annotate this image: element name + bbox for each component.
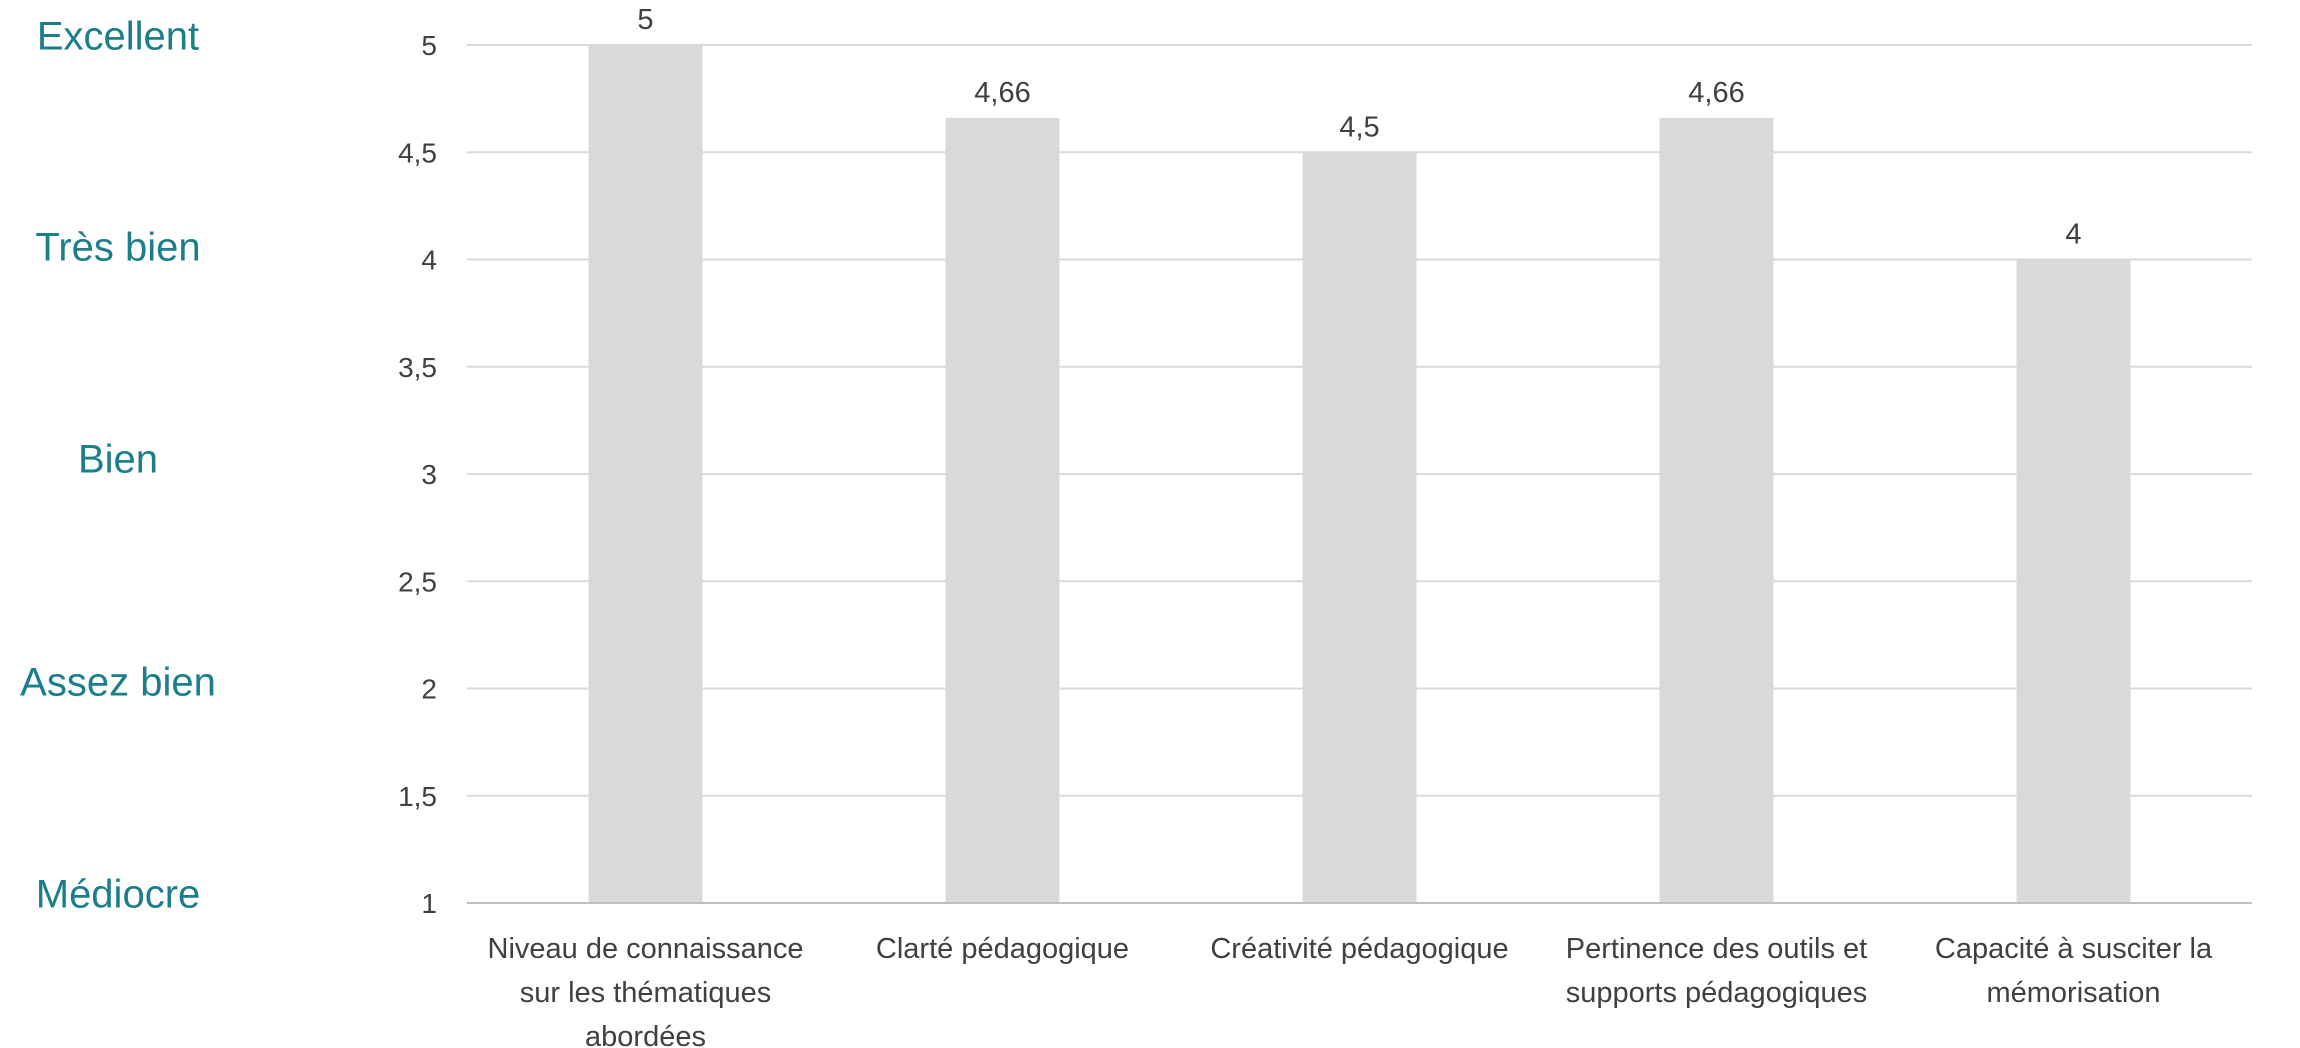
rating-label-mediocre: Médiocre [35, 872, 201, 917]
x-tick-label: Pertinence des outils et supports pédagog… [1566, 933, 1868, 1009]
y-tick-label: 4 [421, 245, 437, 276]
y-tick-label: 2 [421, 674, 437, 705]
x-tick-label: Créativité pédagogique [1210, 933, 1508, 965]
x-tick-label: Clarté pédagogique [876, 933, 1129, 965]
x-tick-label: Niveau de connaissance sur les thématique… [488, 933, 804, 1048]
y-tick-label: 2,5 [398, 566, 437, 597]
y-tick-label: 1 [421, 888, 437, 919]
rating-label-tres-bien: Très bien [35, 225, 201, 270]
bar [2016, 259, 2131, 903]
data-label: 4,66 [974, 77, 1030, 109]
x-tick-label: Capacité à susciter la mémorisation [1935, 933, 2213, 1009]
y-tick-label: 3 [421, 459, 437, 490]
data-label: 5 [637, 4, 653, 36]
rating-label-assez-bien: Assez bien [20, 660, 216, 705]
y-tick-label: 4,5 [398, 137, 437, 168]
y-tick-label: 5 [421, 30, 437, 61]
bar [1302, 152, 1417, 903]
data-label: 4,5 [1339, 111, 1379, 143]
y-tick-label: 3,5 [398, 352, 437, 383]
bar [588, 45, 703, 903]
data-label: 4 [2065, 219, 2081, 251]
rating-label-excellent: Excellent [36, 14, 200, 59]
rating-label-bien: Bien [77, 437, 159, 482]
data-label: 4,66 [1688, 77, 1744, 109]
y-tick-label: 1,5 [398, 781, 437, 812]
bar [945, 117, 1060, 904]
bar [1659, 117, 1774, 904]
